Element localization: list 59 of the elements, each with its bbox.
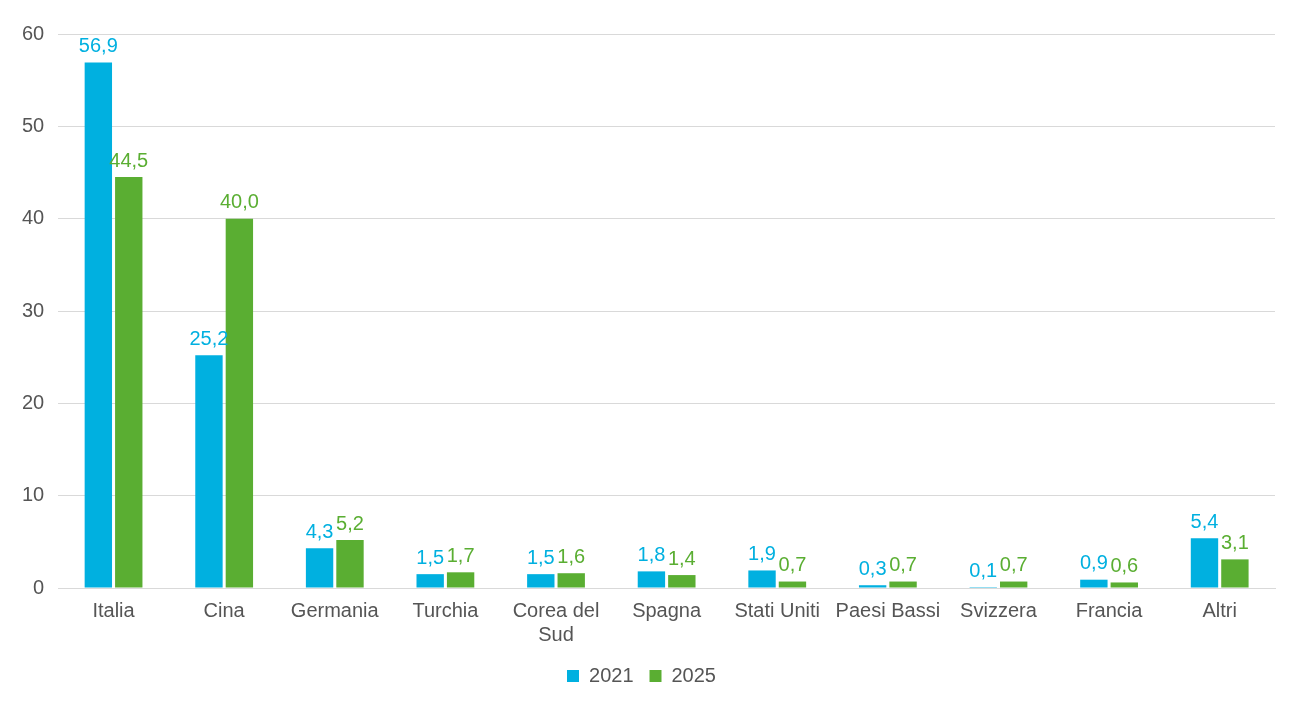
data-label: 0,1 [969,558,998,581]
data-label: 1,5 [526,545,555,568]
x-tick-label: Altri [1202,598,1237,621]
legend-label: 2025 [671,663,716,686]
data-label: 0,7 [778,553,807,576]
x-tick-label: Stati Uniti [734,598,821,621]
data-label: 1,7 [446,543,475,566]
data-label: 0,6 [1110,553,1139,576]
data-label: 0,7 [889,553,917,576]
bar [1080,579,1108,588]
data-label: 1,8 [637,542,666,565]
data-label: 56,9 [78,34,118,57]
x-tick-label: Italia [92,598,136,621]
data-label: 0,3 [858,556,887,579]
x-tick-label: Turchia [412,598,480,621]
x-tick-label: Spagna [632,598,702,621]
data-label: 5,2 [336,511,364,534]
bar [527,574,555,588]
bar [1190,538,1219,588]
y-tick-label: 50 [22,113,45,136]
bar [748,570,776,588]
data-label: 5,4 [1190,509,1219,532]
bar [1110,582,1138,588]
x-tick-label: Paesi Bassi [835,598,941,621]
bar [999,581,1028,588]
data-label: 1,9 [748,541,776,564]
y-tick-label: 0 [33,575,45,598]
data-label: 1,5 [416,545,445,568]
bar [195,355,223,588]
bar [1221,559,1249,588]
bar [305,548,334,588]
data-label: 3,1 [1221,530,1249,553]
bar [557,573,585,588]
data-label: 1,4 [667,546,696,569]
x-tick-label: Germania [290,598,380,621]
bar [336,539,364,588]
bar [446,572,475,588]
bar [889,581,917,588]
y-tick-label: 30 [22,298,45,321]
y-tick-label: 20 [22,390,45,413]
x-tick-label: Corea del Sud [512,598,600,645]
legend-label: 2021 [589,663,634,686]
y-tick-label: 10 [22,483,45,506]
bar [778,581,807,588]
data-label: 40,0 [219,190,259,213]
bar [668,575,696,588]
data-label: 4,3 [305,519,334,542]
data-label: 0,7 [999,553,1028,576]
x-tick-label: Francia [1075,598,1144,621]
data-label: 1,6 [557,544,586,567]
x-tick-label: Svizzera [960,598,1038,621]
bar [115,177,143,588]
bar [416,574,444,588]
bar [858,585,887,588]
x-tick-label: Cina [203,598,246,621]
y-tick-label: 40 [22,206,45,229]
y-tick-label: 60 [22,21,45,44]
bar [637,571,666,588]
data-label: 0,9 [1079,551,1108,574]
